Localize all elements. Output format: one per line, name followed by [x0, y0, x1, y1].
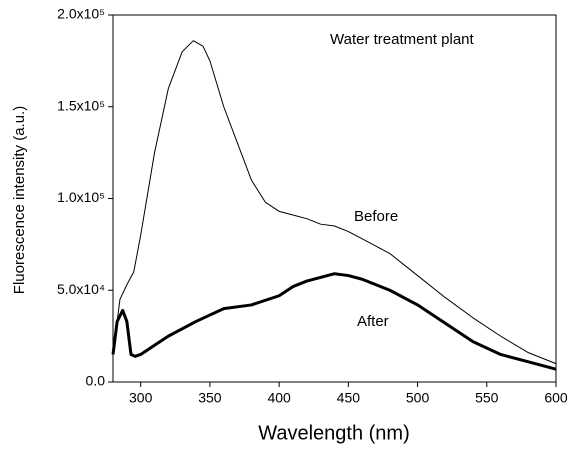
- x-tick-label: 350: [198, 390, 222, 406]
- x-tick-label: 500: [406, 390, 430, 406]
- y-tick-label: 1.0x10⁵: [57, 189, 105, 205]
- series-line: [111, 272, 557, 371]
- x-tick-label: 400: [267, 390, 291, 406]
- x-tick-label: 300: [129, 390, 153, 406]
- x-axis-title: Wavelength (nm): [258, 422, 410, 444]
- annotation: After: [357, 313, 389, 330]
- y-axis-title: Fluorescence intensity (a.u.): [11, 106, 28, 294]
- annotation: Before: [354, 208, 398, 225]
- annotation: Water treatment plant: [330, 31, 475, 48]
- x-tick-label: 550: [475, 390, 499, 406]
- x-tick-label: 450: [337, 390, 361, 406]
- y-tick-label: 2.0x10⁵: [57, 6, 105, 22]
- x-tick-label: 600: [544, 390, 568, 406]
- series-line: [112, 40, 557, 365]
- y-tick-label: 5.0x10⁴: [57, 281, 105, 297]
- y-tick-label: 0.0: [86, 373, 106, 389]
- y-tick-label: 1.5x10⁵: [57, 97, 105, 113]
- plot-frame: [112, 14, 557, 383]
